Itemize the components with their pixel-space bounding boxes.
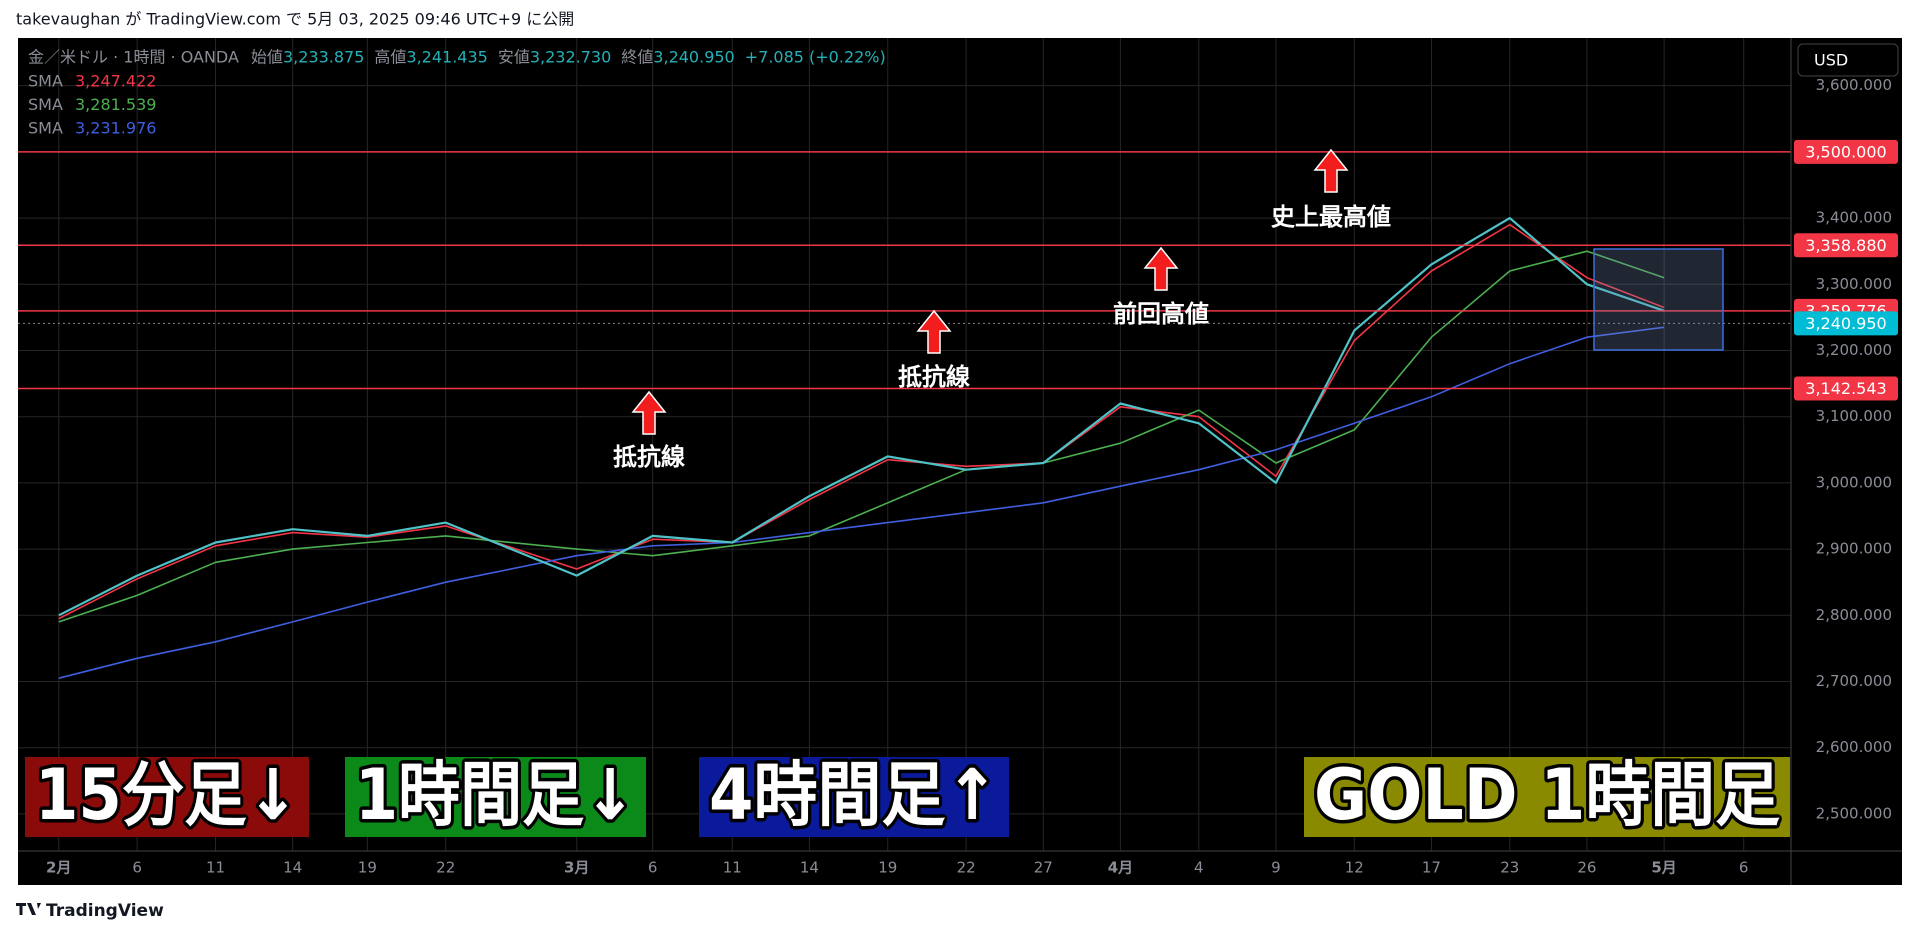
- legend-name: SMA: [28, 72, 63, 91]
- x-tick-label: 4月: [1108, 859, 1133, 877]
- banner-text: GOLD 1時間足: [1314, 754, 1780, 836]
- ohlc-value: 3,241.435: [406, 48, 487, 67]
- line: [58, 223, 1665, 620]
- y-tick-label: 2,900.000: [1816, 540, 1892, 558]
- ohlc-label: 終値: [621, 48, 653, 67]
- last-price-label: 3,240.950: [1805, 314, 1886, 333]
- y-tick-label: 3,000.000: [1816, 473, 1892, 491]
- x-tick-label: 11: [206, 859, 225, 877]
- x-tick-label: 12: [1345, 859, 1364, 877]
- level-badge: [1794, 139, 1898, 164]
- x-tick-label: 26: [1577, 859, 1596, 877]
- x-tick-label: 23: [1500, 859, 1519, 877]
- level-label: 3,500.000: [1805, 142, 1886, 161]
- ohlc-value: 3,232.730: [530, 48, 611, 67]
- line: [58, 217, 1665, 617]
- legend-name: SMA: [28, 119, 63, 138]
- x-tick-label: 11: [723, 859, 742, 877]
- x-tick-label: 17: [1422, 859, 1441, 877]
- line: [58, 250, 1665, 623]
- level-badge: [1794, 376, 1898, 401]
- arrow: [631, 390, 667, 435]
- last-price-badge: [1794, 311, 1898, 336]
- level-label: 3,142.543: [1805, 379, 1886, 398]
- annotation: 抵抗線: [898, 363, 970, 391]
- y-tick-label: 3,400.000: [1816, 209, 1892, 227]
- x-tick-label: 3月: [564, 859, 589, 877]
- banners: 15分足↓ 1時間足↓ 4時間足↑ GOLD 1時間足: [25, 751, 1790, 840]
- annotation: 前回高値: [1113, 300, 1209, 328]
- plot: 3,500.0003,358.8803,259.7763,142.5433,24…: [18, 139, 1898, 679]
- y-tick-label: 2,700.000: [1816, 672, 1892, 690]
- x-tick-label: 22: [436, 859, 455, 877]
- line: [58, 326, 1665, 679]
- currency: USD: [1814, 51, 1848, 70]
- y-tick-label: 2,500.000: [1816, 804, 1892, 822]
- publisher: takevaughan が TradingView.com で 5月 03, 2…: [16, 10, 574, 29]
- ohlc-label: 高値: [374, 48, 406, 67]
- tv-logo: [16, 903, 41, 915]
- arrow: [1143, 246, 1179, 291]
- legend: 金／米ドル · 1時間 · OANDA 始値 3,233.875 高値 3,241.43…: [28, 48, 886, 138]
- x-tick-label: 2月: [46, 859, 71, 877]
- banner-text: 1時間足↓: [355, 754, 636, 836]
- legend-value: 3,281.539: [75, 95, 156, 114]
- x-tick-label: 9: [1271, 859, 1281, 877]
- x-tick-label: 22: [957, 859, 976, 877]
- y-tick-label: 3,100.000: [1816, 407, 1892, 425]
- banner-box: [345, 757, 646, 837]
- x-tick-label: 4: [1194, 859, 1204, 877]
- y-tick-label: 3,600.000: [1816, 76, 1892, 94]
- range-box: [1593, 248, 1724, 351]
- grid: 2,500.000 2,600.000 2,700.000 2,800.000 2,90…: [18, 38, 1892, 877]
- footer: TradingView: [16, 901, 164, 921]
- banner-text: 4時間足↑: [709, 754, 999, 836]
- banner-text: 15分足↓: [35, 754, 299, 836]
- annotation: 史上最高値: [1271, 203, 1391, 231]
- x-tick-label: 5月: [1651, 859, 1676, 877]
- x-tick-label: 19: [878, 859, 897, 877]
- brand: TradingView: [46, 901, 164, 921]
- chart-background: [18, 38, 1902, 885]
- y-tick-label: 3,200.000: [1816, 341, 1892, 359]
- x-tick-label: 14: [800, 859, 819, 877]
- y-tick-label: 2,800.000: [1816, 606, 1892, 624]
- ohlc-label: 安値: [498, 48, 530, 67]
- banner-box: [25, 757, 309, 837]
- ohlc-value: 3,233.875: [283, 48, 364, 67]
- legend-value: 3,247.422: [75, 72, 156, 91]
- x-tick-label: 6: [1739, 859, 1749, 877]
- banner-box: [1304, 757, 1790, 837]
- x-tick-label: 27: [1034, 859, 1053, 877]
- banner-box: [699, 757, 1009, 837]
- arrow: [916, 309, 952, 354]
- legend-value: 3,231.976: [75, 119, 156, 138]
- ohlc-label: 始値: [251, 48, 283, 67]
- y-tick-label: 2,600.000: [1816, 738, 1892, 756]
- annotation: 抵抗線: [613, 443, 685, 471]
- level-badge: [1794, 233, 1898, 258]
- ohlc-value: 3,240.950: [653, 48, 734, 67]
- x-tick-label: 6: [132, 859, 142, 877]
- x-tick-label: 6: [648, 859, 658, 877]
- arrow: [1313, 148, 1349, 193]
- change: +7.085 (+0.22%): [745, 48, 886, 67]
- level-label: 3,358.880: [1805, 236, 1886, 255]
- y-tick-label: 3,300.000: [1816, 275, 1892, 293]
- legend-name: SMA: [28, 95, 63, 114]
- currency-button[interactable]: [1797, 43, 1899, 77]
- symbol: 金／米ドル · 1時間 · OANDA: [28, 48, 239, 67]
- x-tick-label: 14: [283, 859, 302, 877]
- x-tick-label: 19: [358, 859, 377, 877]
